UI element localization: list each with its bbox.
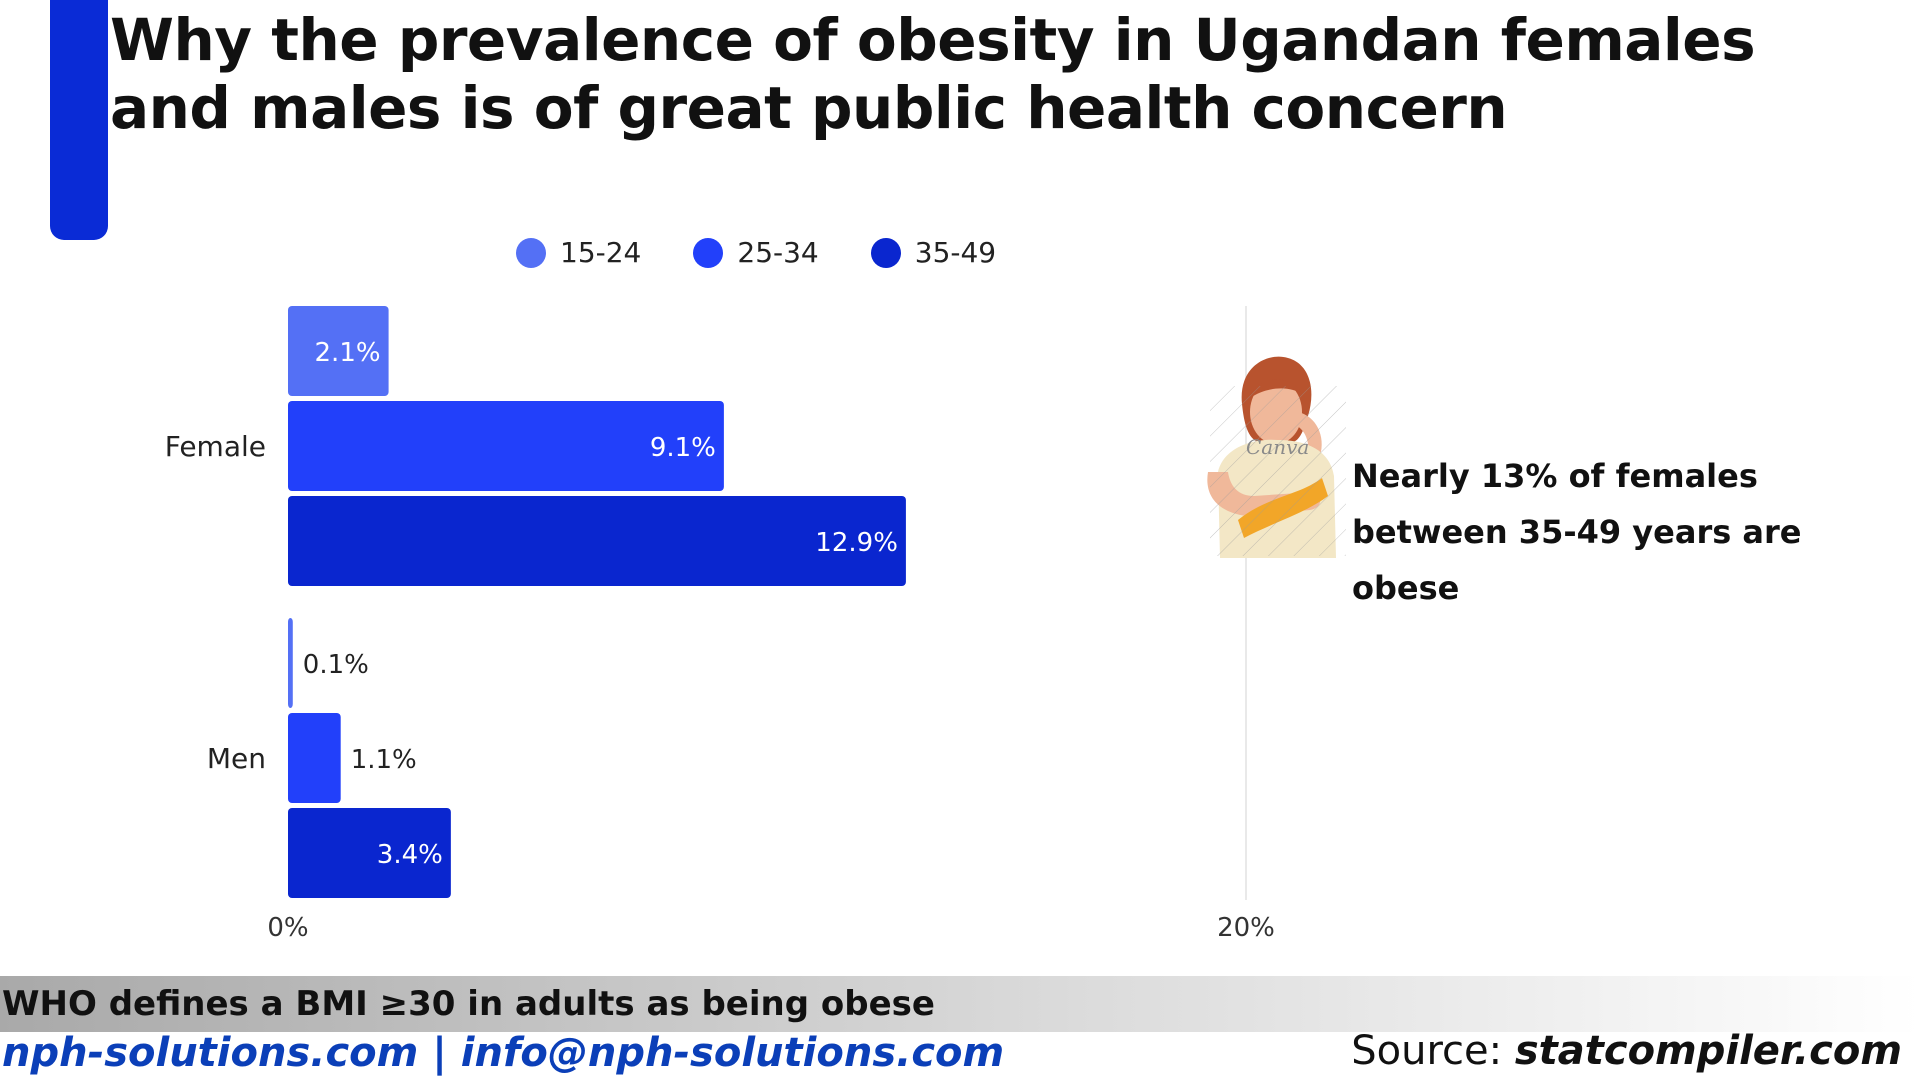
bar-35-49-female bbox=[288, 496, 906, 586]
x-tick-label: 20% bbox=[1217, 913, 1275, 943]
woman-measuring-waist-illustration: Canva bbox=[1198, 346, 1358, 558]
data-label: 12.9% bbox=[815, 528, 898, 558]
chart-legend: 15-24 25-34 35-49 bbox=[516, 236, 996, 269]
bar-25-34-men bbox=[288, 713, 341, 803]
callout-text: Nearly 13% of females between 35-49 year… bbox=[1352, 457, 1802, 607]
who-definition-note: WHO defines a BMI ≥30 in adults as being… bbox=[2, 984, 935, 1024]
legend-label-25-34: 25-34 bbox=[737, 236, 819, 269]
data-label: 2.1% bbox=[315, 338, 381, 368]
title-accent-bar bbox=[50, 0, 108, 240]
bar-15-24-female bbox=[288, 306, 389, 396]
legend-dot-25-34 bbox=[693, 237, 724, 268]
legend-item-15-24: 15-24 bbox=[516, 236, 641, 269]
legend-item-35-49: 35-49 bbox=[870, 236, 997, 269]
legend-dot-15-24 bbox=[516, 237, 546, 268]
bar-35-49-men bbox=[288, 808, 451, 898]
source-label: Source: bbox=[1351, 1028, 1503, 1074]
bar-25-34-female bbox=[288, 401, 724, 491]
who-note-band bbox=[0, 976, 1920, 1032]
data-label: 1.1% bbox=[351, 745, 417, 775]
data-label: 9.1% bbox=[650, 433, 716, 463]
category-label: Men bbox=[207, 742, 266, 775]
x-tick-label: 0% bbox=[267, 913, 308, 943]
source-site[interactable]: statcompiler.com bbox=[1514, 1028, 1902, 1074]
canva-watermark: Canva bbox=[1246, 435, 1309, 459]
category-label: Female bbox=[165, 430, 266, 463]
page-title: Why the prevalence of obesity in Ugandan… bbox=[110, 6, 1756, 142]
legend-dot-35-49 bbox=[870, 237, 901, 268]
contact-line[interactable]: nph-solutions.com | info@nph-solutions.c… bbox=[2, 1030, 1005, 1076]
legend-label-15-24: 15-24 bbox=[560, 236, 642, 269]
legend-item-25-34: 25-34 bbox=[693, 236, 819, 269]
data-label: 0.1% bbox=[303, 650, 369, 680]
data-label: 3.4% bbox=[377, 840, 443, 870]
bar-15-24-men bbox=[288, 618, 293, 708]
legend-label-35-49: 35-49 bbox=[914, 236, 997, 269]
source-credit: Source: statcompiler.com bbox=[1351, 1028, 1902, 1074]
